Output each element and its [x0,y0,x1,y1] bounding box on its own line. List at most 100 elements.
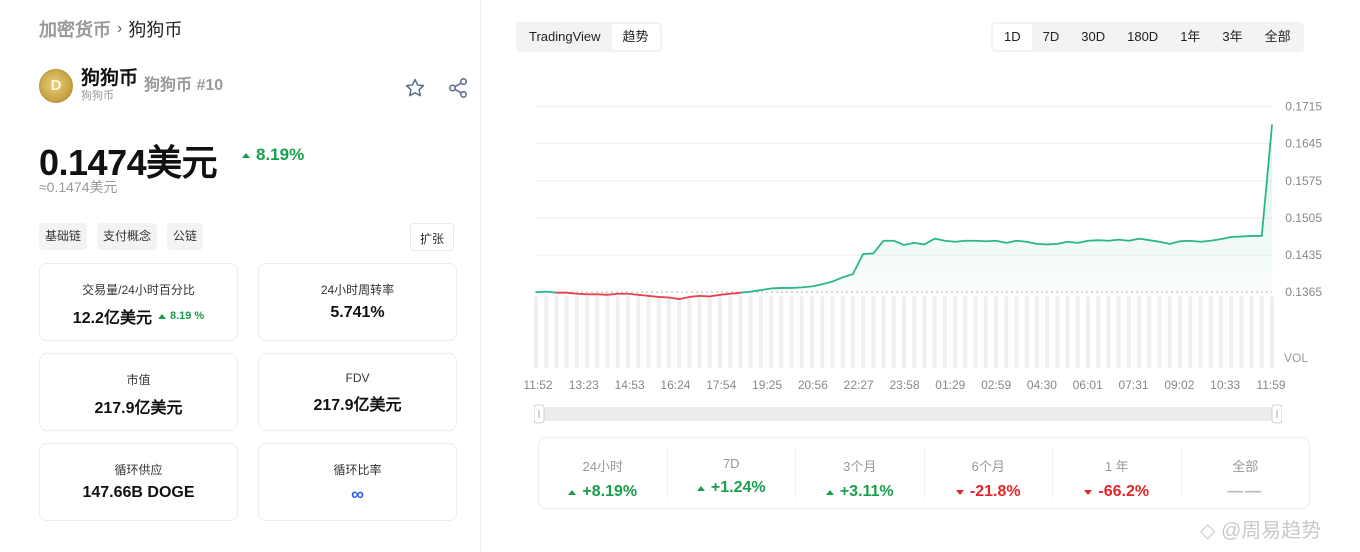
price-chart[interactable]: VOL 0.1365 0.1435 0.1505 0.1575 0.1645 0.1715… [520,70,1330,400]
volume-bar [1198,296,1203,368]
volume-bar [677,296,682,368]
share-icon[interactable] [446,76,470,100]
volume-bar [1055,296,1060,368]
volume-bar [1014,296,1019,368]
price-points [535,124,1273,300]
up-arrow-icon [242,152,250,158]
data-point [800,286,803,289]
data-point [1220,238,1222,240]
perf-value: +8.19% [539,483,667,501]
volume-bar [544,296,549,368]
up-arrow-icon [825,489,834,495]
volume-bar [1126,296,1131,368]
data-point [821,283,824,286]
volume-bar [1086,296,1090,368]
perf-cell-6m: 6个月 -21.8% [925,448,1053,500]
perf-label: 1 年 [1104,459,1129,474]
volume-bar [1096,296,1101,368]
range-1y[interactable]: 1年 [1180,29,1201,44]
down-arrow-icon [1084,489,1093,495]
volume-bar [585,296,590,368]
stat-value: 217.9亿美元 [94,400,183,417]
range-1d[interactable]: 1D [993,24,1032,50]
data-point [1230,236,1232,238]
data-point [729,292,732,295]
volume-bar [626,296,630,368]
coin-logo: D [39,68,73,103]
x-tick-label: 02:59 [981,378,1011,392]
perf-label: 7D [722,456,740,471]
volume-bar [718,296,722,368]
data-point [565,291,568,294]
volume-bar [615,296,620,368]
breadcrumb-root-link[interactable]: 加密货币 [39,20,111,40]
chart-type-switch: TradingView 趋势 [516,22,662,52]
stat-label: 循环供应 [114,463,163,477]
tag-item[interactable]: 支付概念 [97,223,158,250]
range-3y[interactable]: 3年 [1222,29,1243,44]
y-tick-label: 0.1365 [1285,285,1322,299]
volume-bar [697,296,702,368]
volume-bar [932,296,937,368]
up-arrow-icon [568,489,577,495]
tag-item[interactable]: 公链 [167,223,204,250]
tab-trend[interactable]: 趋势 [611,24,660,50]
tag-item[interactable]: 基础链 [39,223,88,250]
volume-bar [861,296,866,368]
volume-bar [1116,296,1121,368]
volume-bar [534,296,538,368]
performance-summary: 24小时 +8.19% 7D +1.24% 3个月 +3.11% 6个月 -21… [538,437,1310,509]
volume-bar [942,296,947,368]
data-point [882,239,885,242]
x-tick-label: 07:31 [1119,378,1149,392]
series-line-up [535,125,1273,294]
stat-card-volume: 交易量/24小时百分比 12.2亿美元 8.19 % [39,263,238,341]
volume-bar [799,296,804,368]
favorite-star-icon[interactable] [403,76,427,100]
data-point [974,239,977,242]
up-arrow-icon [157,313,166,319]
data-point [1036,243,1038,245]
volume-bar [881,296,886,368]
coin-names: 狗狗币 狗狗币 [81,68,138,103]
stat-label: 交易量/24小时百分比 [82,283,195,297]
volume-bar [687,296,692,368]
range-slider[interactable] [534,404,1282,424]
perf-cell-3m: 3个月 +3.11% [796,448,925,500]
data-point [1117,238,1120,241]
data-point [1158,240,1161,243]
data-point [780,287,783,289]
data-point [698,295,701,297]
stat-value: ∞ [351,484,364,504]
tab-tradingview[interactable]: TradingView [529,29,601,44]
perf-value: -66.2% [1053,483,1181,501]
range-180d[interactable]: 180D [1127,29,1159,44]
volume-bar [1188,296,1193,368]
volume-bar [871,296,876,368]
perf-value: —— [1227,483,1264,500]
volume-bar [994,296,998,368]
range-all[interactable]: 全部 [1264,29,1291,44]
volume-bar [707,296,712,368]
perf-label: 3个月 [843,459,877,474]
expand-button[interactable]: 扩张 [410,223,455,251]
data-point [576,292,578,295]
data-point [760,289,762,291]
x-tick-label: 04:30 [1027,378,1057,392]
breadcrumb-current: 狗狗币 [128,20,183,40]
range-30d[interactable]: 30D [1081,29,1106,44]
volume-bar [1229,296,1234,368]
data-point [1179,240,1181,243]
data-point [627,292,629,295]
range-7d[interactable]: 7D [1042,29,1060,44]
perf-value-text: +1.24% [710,479,766,496]
volume-bar [1137,296,1142,368]
volume-bar [1045,296,1050,368]
data-point [852,273,854,275]
data-point [933,237,936,240]
x-tick-label: 06:01 [1073,378,1103,392]
volume-bar [1208,296,1213,368]
perf-cell-1y: 1 年 -66.2% [1053,448,1182,501]
volume-bar [728,296,733,368]
data-point [790,287,793,289]
